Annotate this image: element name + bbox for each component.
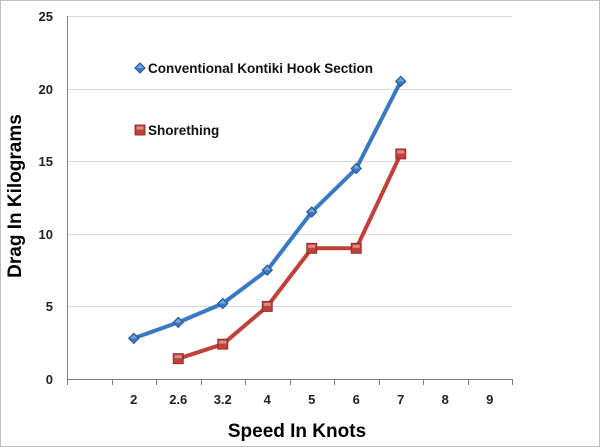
legend-item: Conventional Kontiki Hook Section bbox=[134, 61, 373, 76]
series-line bbox=[176, 151, 403, 361]
square-marker-highlight bbox=[308, 244, 316, 248]
square-marker bbox=[395, 148, 407, 160]
y-axis-title: Drag In Kilograms bbox=[5, 114, 26, 278]
diamond-marker bbox=[350, 162, 363, 175]
diamond-marker-highlight bbox=[352, 164, 360, 169]
series-1 bbox=[127, 75, 407, 345]
x-tick-label: 5 bbox=[308, 392, 315, 407]
y-tick-label: 0 bbox=[46, 372, 53, 387]
y-tick-label: 20 bbox=[39, 82, 53, 97]
legend-marker bbox=[134, 124, 146, 136]
square-marker bbox=[217, 338, 229, 350]
legend-label: Shorething bbox=[148, 123, 219, 138]
x-axis-title: Speed In Knots bbox=[228, 421, 366, 442]
square-marker bbox=[306, 242, 318, 254]
y-tick-label: 5 bbox=[46, 299, 53, 314]
diamond-marker bbox=[305, 206, 318, 218]
legend-marker-highlight bbox=[136, 64, 144, 68]
diamond-marker-highlight bbox=[308, 208, 316, 213]
legend-marker bbox=[134, 62, 146, 74]
square-marker-highlight bbox=[397, 150, 405, 154]
x-tick-label: 9 bbox=[486, 392, 493, 407]
square-marker-highlight bbox=[174, 355, 182, 359]
x-tick-label: 4 bbox=[264, 392, 272, 407]
square-marker bbox=[350, 242, 362, 254]
y-tick-label: 25 bbox=[39, 9, 53, 24]
diamond-marker-highlight bbox=[397, 77, 405, 82]
square-marker bbox=[261, 300, 273, 312]
x-tick-label: 8 bbox=[442, 392, 449, 407]
legend-item: Shorething bbox=[134, 123, 219, 138]
gridlines bbox=[67, 16, 512, 307]
diamond-marker-highlight bbox=[263, 266, 271, 271]
diamond-marker bbox=[127, 332, 140, 345]
series-2 bbox=[172, 148, 407, 365]
axes: 0 5 10 15 20 25 2 2.6 3.2 4 5 6 7 8 9 bbox=[39, 9, 513, 407]
x-tick-label: 2 bbox=[130, 392, 137, 407]
diamond-marker bbox=[261, 264, 274, 276]
square-marker-highlight bbox=[219, 340, 227, 344]
legend-marker-highlight bbox=[136, 126, 144, 130]
data-series bbox=[127, 75, 407, 365]
diamond-marker bbox=[394, 75, 407, 88]
diamond-marker bbox=[216, 297, 229, 310]
diamond-marker bbox=[172, 316, 185, 329]
legend-label: Conventional Kontiki Hook Section bbox=[148, 61, 373, 76]
diamond-marker-highlight bbox=[174, 318, 182, 323]
x-tick-label: 6 bbox=[353, 392, 360, 407]
legend: Conventional Kontiki Hook Section Shoreth… bbox=[134, 61, 373, 138]
x-tick-label: 2.6 bbox=[169, 392, 187, 407]
square-marker bbox=[172, 353, 184, 365]
x-tick-label: 3.2 bbox=[214, 392, 232, 407]
y-tick-label: 15 bbox=[39, 154, 53, 169]
square-marker-highlight bbox=[352, 244, 360, 248]
diamond-marker-highlight bbox=[219, 299, 227, 304]
diamond-marker-highlight bbox=[130, 334, 138, 339]
square-marker-highlight bbox=[263, 302, 271, 306]
x-tick-label: 7 bbox=[397, 392, 404, 407]
y-tick-label: 10 bbox=[39, 227, 53, 242]
